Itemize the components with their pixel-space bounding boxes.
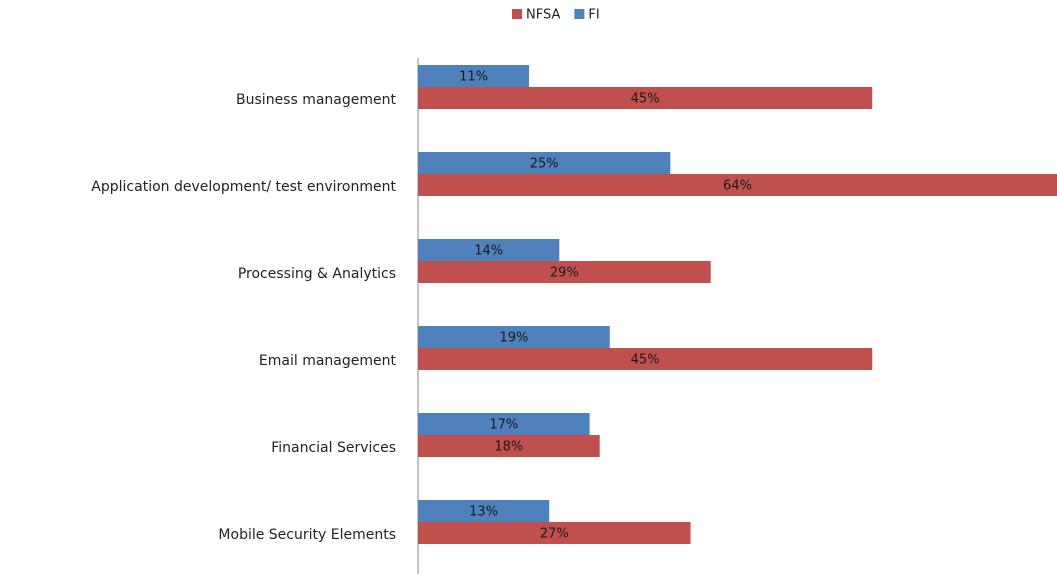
bar [418, 413, 590, 435]
bar [418, 65, 530, 87]
bar [418, 522, 691, 544]
y-tick-label: Email management [259, 353, 397, 369]
bar [418, 87, 873, 109]
y-tick-label: Business management [236, 92, 396, 108]
bar [418, 500, 550, 522]
bar [418, 326, 610, 348]
bar [418, 348, 873, 370]
data-label: 11% [459, 70, 488, 85]
data-label: 18% [494, 440, 523, 455]
y-tick-label: Processing & Analytics [238, 266, 396, 282]
legend-swatch [512, 9, 522, 19]
data-label: 45% [631, 353, 660, 368]
data-label: 13% [469, 505, 498, 520]
data-label: 27% [540, 527, 569, 542]
data-label: 17% [489, 418, 518, 433]
bar [418, 239, 560, 261]
data-label: 64% [723, 179, 752, 194]
legend-label: FI [588, 8, 599, 23]
bar [418, 152, 671, 174]
bar [418, 261, 711, 283]
y-tick-label: Application development/ test environmen… [91, 179, 396, 195]
y-tick-label: Financial Services [271, 440, 396, 456]
data-label: 29% [550, 266, 579, 281]
data-label: 45% [631, 92, 660, 107]
y-tick-label: Mobile Security Elements [218, 527, 396, 543]
legend-swatch [574, 9, 585, 19]
data-label: 14% [474, 244, 503, 259]
data-label: 25% [530, 157, 559, 172]
legend-label: NFSA [526, 8, 560, 23]
data-label: 19% [499, 331, 528, 346]
bar [418, 435, 600, 457]
bar [418, 174, 1057, 196]
